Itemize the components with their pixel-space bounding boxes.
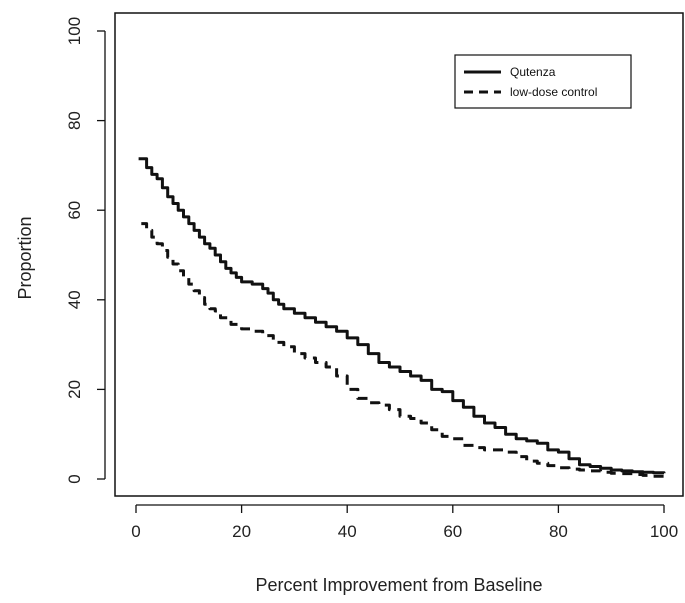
y-tick-label: 60 [65,201,84,220]
y-axis-title: Proportion [15,216,35,299]
plot-frame [114,12,684,497]
series-layer [138,157,666,478]
y-tick-label: 20 [65,380,84,399]
legend-box [454,54,632,109]
series-line-low-dose-control [141,222,666,478]
y-tick-label: 40 [65,290,84,309]
legend-label-qutenza: Qutenza [510,65,556,79]
x-tick-label: 100 [650,522,678,541]
x-tick-label: 0 [131,522,140,541]
legend-label-low-dose-control: low-dose control [510,85,597,99]
x-axis: 0 20 40 60 80 100 [131,504,678,541]
series-line-qutenza [138,157,666,475]
legend: Qutenza low-dose control [454,54,632,109]
y-tick-label: 100 [65,17,84,45]
y-tick-label: 80 [65,111,84,130]
x-axis-title: Percent Improvement from Baseline [255,575,542,595]
x-tick-label: 60 [443,522,462,541]
x-tick-label: 80 [549,522,568,541]
x-tick-label: 20 [232,522,251,541]
y-tick-label: 0 [65,474,84,483]
x-tick-label: 40 [338,522,357,541]
y-axis: 0 20 40 60 80 100 [65,17,106,484]
